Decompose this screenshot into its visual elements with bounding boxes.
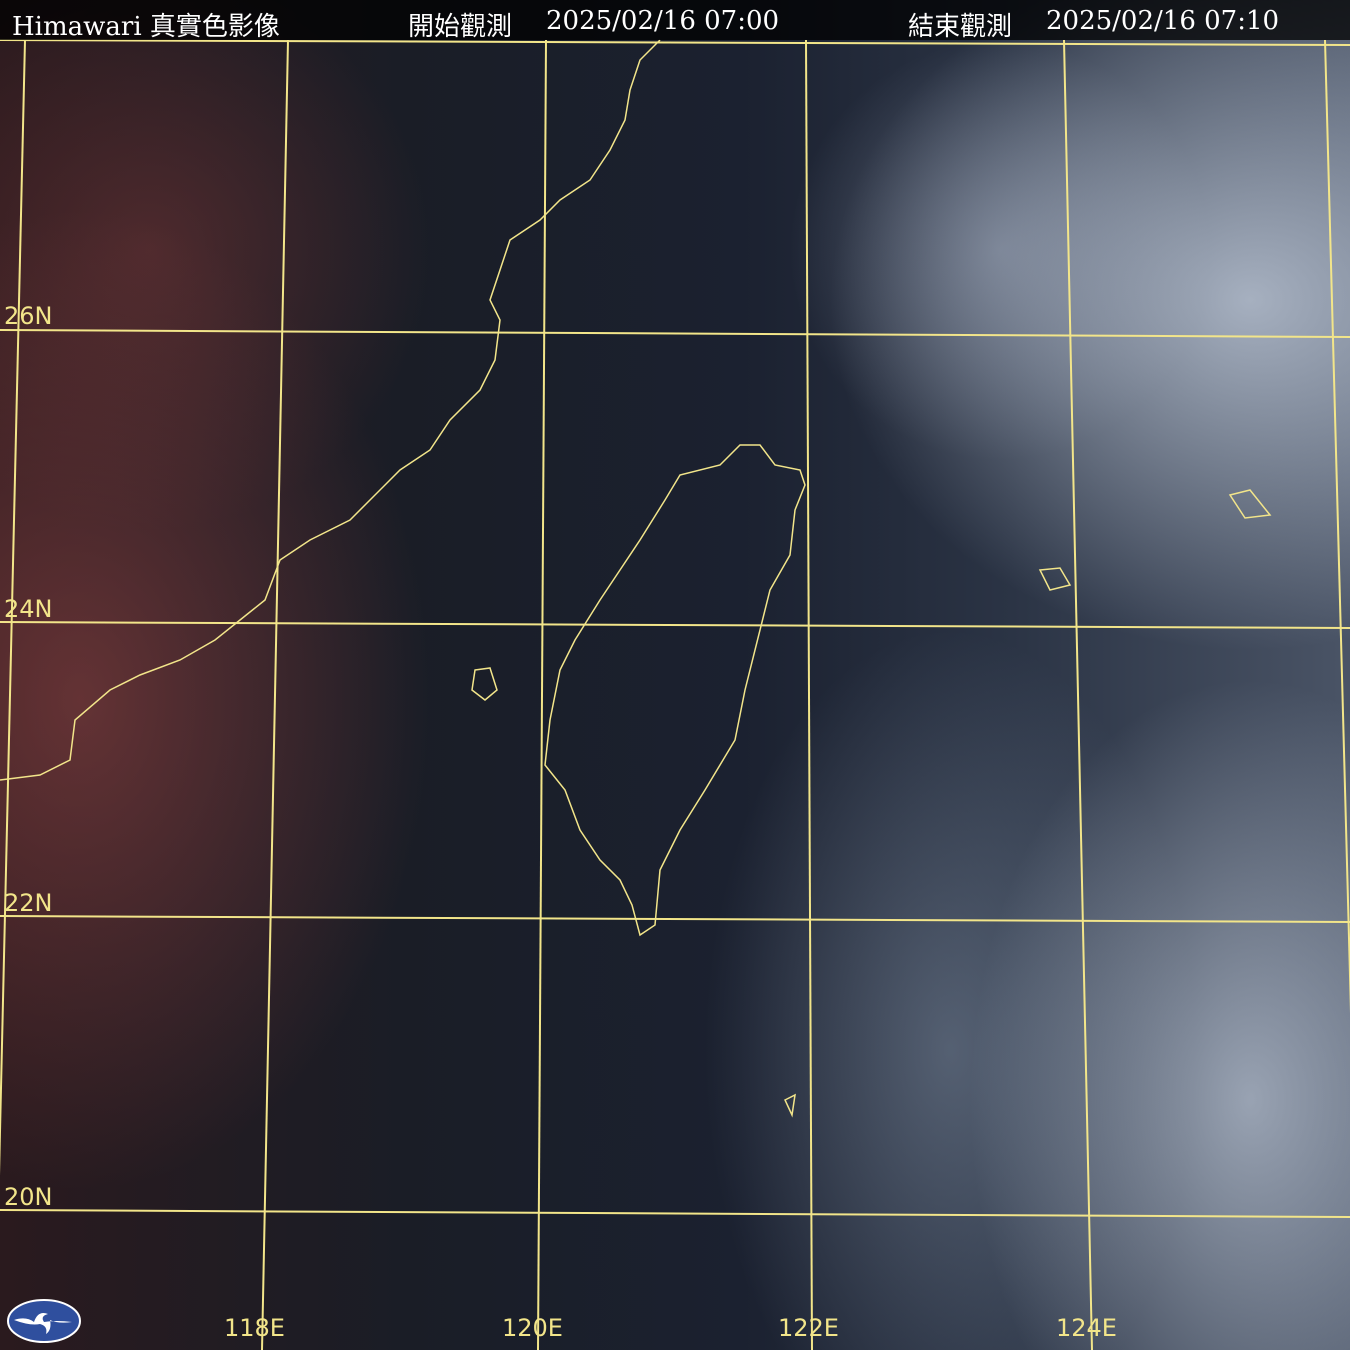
lon-label-124e: 124E (1056, 1314, 1117, 1342)
lon-line-124e (1063, 39, 1093, 1350)
penghu-islands (471, 667, 498, 701)
miyako-islands (1228, 489, 1272, 519)
lon-line-116e (0, 39, 26, 1176)
lon-label-118e: 118E (224, 1314, 285, 1342)
lat-line-26n (0, 329, 1350, 338)
image-title: Himawari 真實色影像 (12, 12, 280, 42)
start-label: 開始觀測 (408, 12, 513, 42)
graticule (0, 39, 1350, 1350)
end-time: 2025/02/16 07:10 (1046, 6, 1280, 36)
weather-agency-logo (7, 1299, 81, 1343)
start-time: 2025/02/16 07:00 (546, 6, 780, 36)
end-label: 結束觀測 (908, 12, 1013, 42)
lat-label-26n: 26N (4, 302, 53, 330)
lon-label-120e: 120E (502, 1314, 563, 1342)
lon-line-126e (1324, 39, 1350, 1014)
lat-line-24n (0, 621, 1350, 629)
batanes-islands (784, 1093, 796, 1118)
lon-line-122e (805, 39, 813, 1350)
lon-line-118e (261, 39, 289, 1350)
yaeyama-islands (1038, 567, 1072, 591)
taiwan-coastline (544, 444, 806, 937)
lat-line-28n (0, 39, 1350, 46)
lat-label-24n: 24N (4, 595, 53, 623)
lon-label-122e: 122E (778, 1314, 839, 1342)
lat-label-20n: 20N (4, 1183, 53, 1211)
lat-label-22n: 22N (4, 889, 53, 917)
lat-line-20n (0, 1209, 1350, 1218)
china-coastline (0, 39, 661, 781)
lat-line-22n (0, 915, 1350, 923)
lon-line-120e (537, 39, 547, 1350)
header-bar: Himawari 真實色影像 開始觀測 2025/02/16 07:00 結束觀… (0, 0, 1350, 42)
